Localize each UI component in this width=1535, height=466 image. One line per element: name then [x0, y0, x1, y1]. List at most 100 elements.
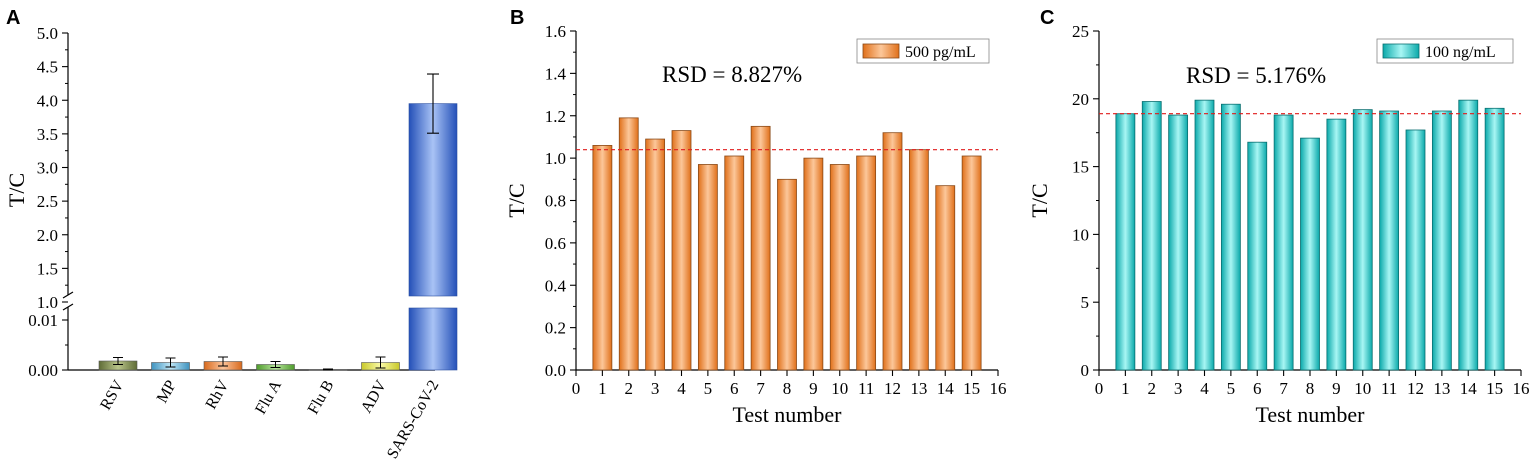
x-tick-label: 8 — [783, 379, 792, 398]
bar — [908, 149, 929, 371]
x-category-label: MP — [154, 377, 180, 406]
x-tick-label: 14 — [937, 379, 955, 398]
y-tick-label: 4.5 — [37, 58, 58, 77]
x-tick-label: 10 — [831, 379, 848, 398]
x-tick-label: 13 — [910, 379, 927, 398]
bar — [750, 125, 771, 371]
y-axis-label: T/C — [504, 183, 529, 217]
bar — [935, 185, 956, 371]
y-tick-label: 1.5 — [37, 259, 58, 278]
x-tick-label: 3 — [651, 379, 660, 398]
x-tick-label: 8 — [1306, 379, 1315, 398]
bar — [1247, 141, 1268, 371]
bar — [1352, 109, 1373, 371]
x-tick-label: 11 — [1381, 379, 1397, 398]
y-tick-label: 1.6 — [545, 22, 566, 41]
bar — [803, 157, 824, 371]
legend-label: 100 ng/mL — [1425, 44, 1496, 61]
x-tick-label: 15 — [1486, 379, 1503, 398]
bar — [1326, 118, 1347, 371]
x-tick-label: 11 — [858, 379, 874, 398]
x-tick-label: 1 — [1121, 379, 1130, 398]
y-tick-label: 3.0 — [37, 159, 58, 178]
axis-break-mark — [62, 303, 74, 311]
bar — [1273, 114, 1294, 371]
x-tick-label: 2 — [1148, 379, 1157, 398]
legend-swatch — [862, 43, 900, 59]
legend-label: 500 pg/mL — [905, 44, 976, 61]
x-axis-label: Test number — [1255, 402, 1365, 427]
y-tick-label: 2.0 — [37, 226, 58, 245]
panel-b-letter: B — [510, 7, 524, 29]
x-tick-label: 15 — [963, 379, 980, 398]
bar — [829, 164, 850, 371]
x-tick-label: 4 — [1200, 379, 1209, 398]
x-tick-label: 0 — [1095, 379, 1104, 398]
panel-b-chart: 0.00.20.40.60.81.01.21.41.60 1 2 3 4 5 6 7 8 9 10 1… — [504, 22, 1007, 427]
y-tick-label: 0.01 — [28, 311, 58, 330]
y-tick-label: 5.0 — [37, 24, 58, 43]
y-tick-label: 0.0 — [545, 361, 566, 380]
x-category-label: RhV — [203, 377, 233, 412]
x-tick-label: 0 — [572, 379, 581, 398]
x-tick-label: 7 — [1279, 379, 1288, 398]
bar — [1141, 101, 1162, 371]
bar — [618, 117, 639, 371]
bar — [1115, 113, 1136, 371]
bar — [1300, 137, 1320, 371]
y-tick-label: 0.6 — [545, 234, 566, 253]
legend-swatch — [1382, 43, 1420, 59]
y-tick-label: 4.0 — [37, 91, 58, 110]
x-category-label: RSV — [97, 377, 128, 413]
bar — [1194, 99, 1215, 371]
x-tick-label: 14 — [1460, 379, 1478, 398]
x-tick-label: 4 — [677, 379, 686, 398]
x-tick-label: 13 — [1433, 379, 1450, 398]
y-axis-label: T/C — [4, 173, 29, 207]
x-tick-label: 1 — [598, 379, 607, 398]
bar — [1431, 110, 1452, 371]
x-tick-label: 3 — [1174, 379, 1183, 398]
panel-c-letter: C — [1040, 7, 1054, 29]
x-tick-label: 12 — [1407, 379, 1424, 398]
x-tick-label: 7 — [756, 379, 765, 398]
bar — [1405, 129, 1426, 371]
y-tick-label: 1.4 — [545, 64, 567, 83]
x-tick-label: 16 — [1513, 379, 1530, 398]
x-category-label: SARS-CoV-2 — [384, 378, 442, 462]
y-tick-label: 1.0 — [545, 149, 566, 168]
y-tick-label: 5 — [1081, 293, 1090, 312]
y-tick-label: 20 — [1072, 90, 1089, 109]
y-tick-label: 10 — [1072, 225, 1089, 244]
bar — [1220, 103, 1241, 371]
bar — [1379, 110, 1400, 371]
x-tick-label: 6 — [730, 379, 739, 398]
bar-upper — [408, 103, 458, 297]
x-tick-label: 2 — [625, 379, 634, 398]
panel-a-letter: A — [6, 7, 20, 29]
y-tick-label: 3.5 — [37, 125, 58, 144]
y-tick-label: 25 — [1072, 22, 1089, 41]
y-tick-label: 1.2 — [545, 107, 566, 126]
bar — [697, 164, 718, 371]
x-tick-label: 5 — [1227, 379, 1236, 398]
x-category-label: Flu A — [252, 377, 285, 417]
bar — [592, 145, 613, 371]
rsd-annotation: RSD = 8.827% — [662, 62, 802, 87]
y-tick-label: 0.00 — [28, 361, 58, 380]
bar — [882, 132, 903, 371]
bar — [1458, 99, 1479, 371]
rsd-annotation: RSD = 5.176% — [1186, 63, 1326, 88]
bar — [961, 155, 982, 371]
x-tick-label: 12 — [884, 379, 901, 398]
x-category-label: Flu B — [305, 378, 338, 418]
bar — [1484, 107, 1505, 371]
x-axis-label: Test number — [732, 402, 842, 427]
bar — [724, 155, 745, 371]
axis-break-mark — [62, 291, 74, 299]
x-tick-label: 10 — [1354, 379, 1371, 398]
x-tick-label: 9 — [1332, 379, 1341, 398]
panel-a-chart: 1.0 1.5 2.0 2.5 3.0 3.5 4.0 4.5 5.0 0.00 0.01 T/C RS… — [4, 24, 458, 462]
